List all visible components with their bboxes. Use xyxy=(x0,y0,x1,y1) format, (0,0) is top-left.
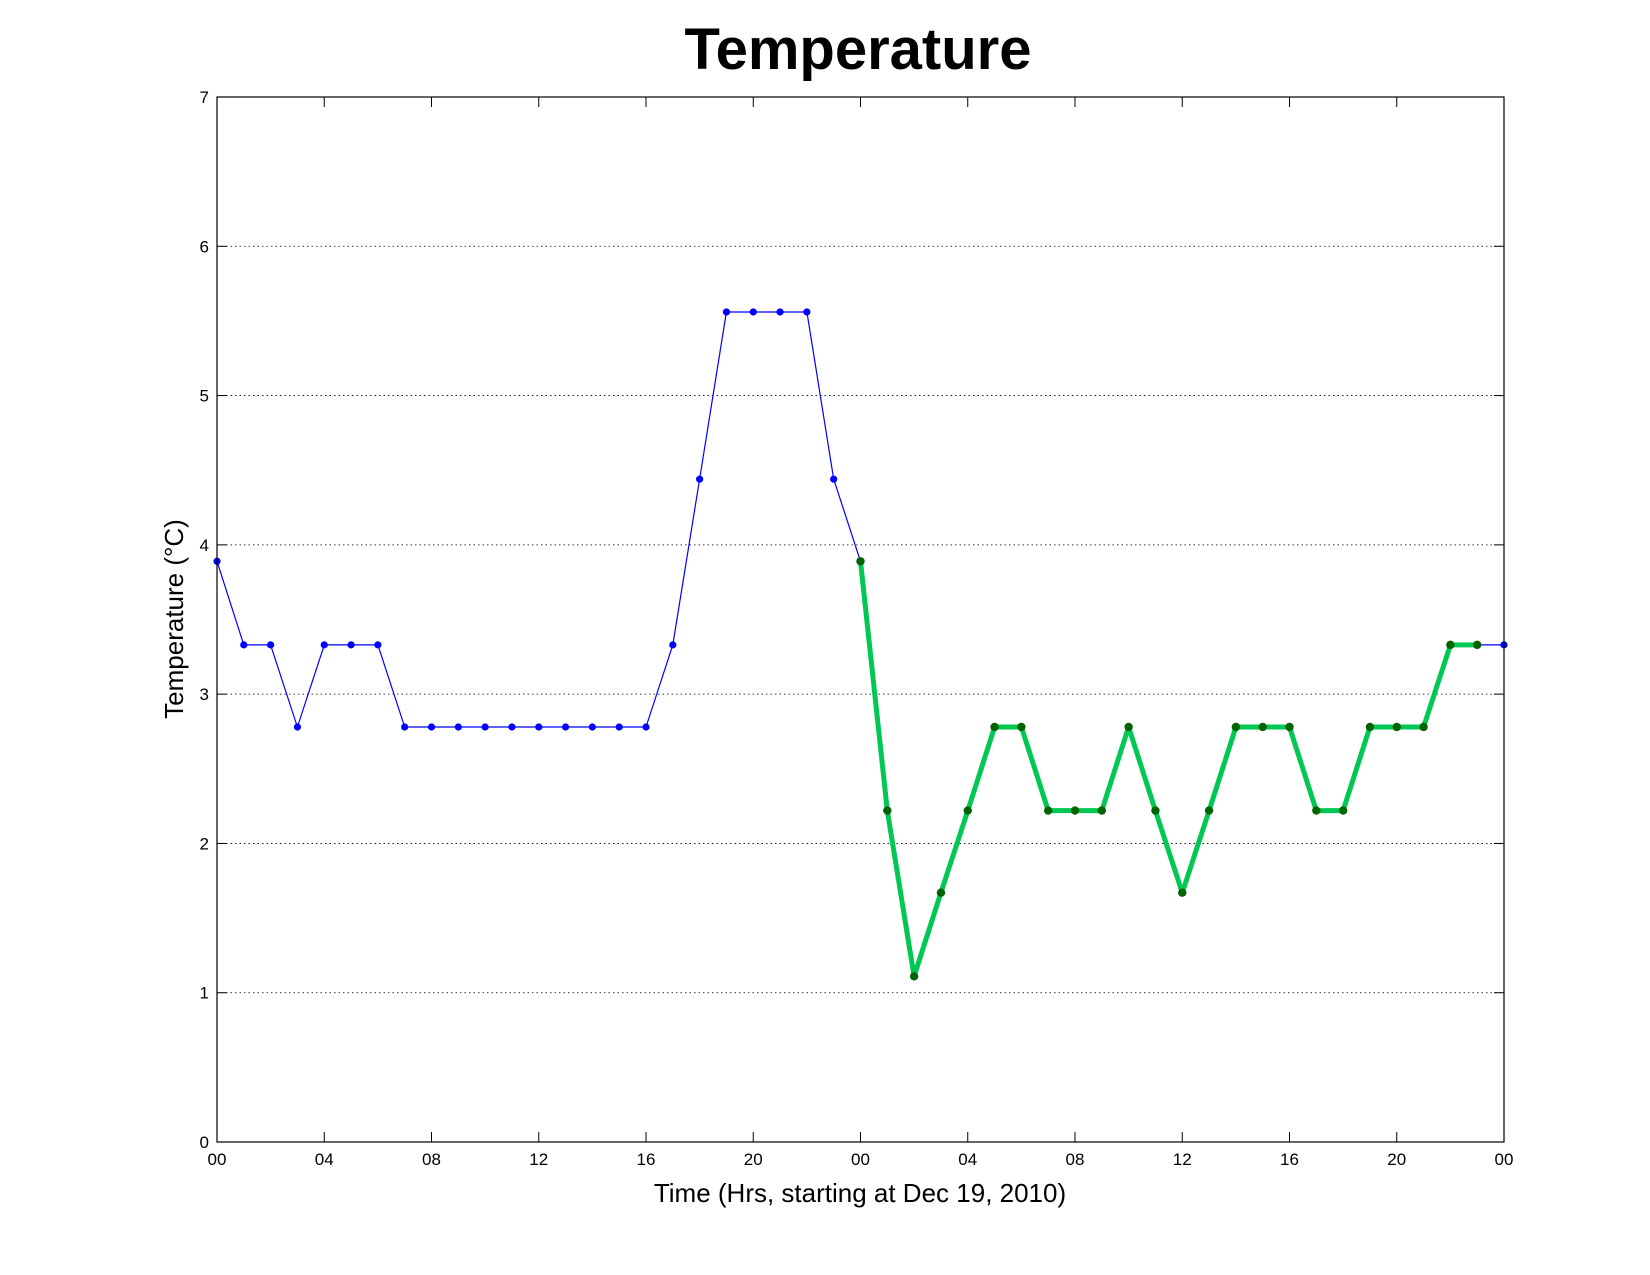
x-tick-label: 04 xyxy=(315,1150,334,1169)
series-2-point xyxy=(1097,806,1107,815)
y-tick-label: 6 xyxy=(200,237,209,256)
series-1-point xyxy=(508,723,516,731)
series-2-point xyxy=(1338,806,1348,815)
series-1-point xyxy=(427,723,436,731)
series-2-point xyxy=(1365,722,1375,732)
series-2-point xyxy=(1231,722,1241,732)
y-tick-label: 1 xyxy=(200,984,209,1003)
y-tick-label: 2 xyxy=(200,834,209,853)
y-tick-label: 3 xyxy=(200,685,209,704)
series-2-point xyxy=(1151,806,1160,815)
series-1-point xyxy=(240,641,248,649)
series-1-point xyxy=(454,723,462,731)
series-1-point xyxy=(293,723,302,731)
series-1-point xyxy=(722,308,731,316)
y-axis-label: Temperature (°C) xyxy=(159,519,189,719)
series-1-point xyxy=(561,723,570,731)
x-tick-label: 16 xyxy=(637,1150,656,1169)
x-tick-label: 00 xyxy=(851,1150,870,1169)
series-2-point xyxy=(1204,806,1214,815)
x-tick-label: 08 xyxy=(1066,1150,1085,1169)
series-2-point xyxy=(1124,722,1133,732)
series-2-point xyxy=(1392,722,1401,732)
chart-title: Temperature xyxy=(684,17,1031,82)
series-2-point xyxy=(883,806,892,815)
series-2-point xyxy=(1419,722,1428,732)
x-tick-label: 08 xyxy=(422,1150,441,1169)
series-1-line xyxy=(216,311,1504,977)
series-2-point xyxy=(1017,722,1026,732)
series-2-point xyxy=(1070,806,1080,815)
x-tick-label: 04 xyxy=(958,1150,977,1169)
series-2-point xyxy=(1258,722,1267,732)
series-2-point xyxy=(936,888,946,897)
series-2-line xyxy=(858,561,1478,979)
series-1-point xyxy=(830,475,838,483)
series-1-point xyxy=(374,641,382,649)
series-layer xyxy=(213,308,1508,981)
series-1-point xyxy=(776,308,784,316)
series-2-point xyxy=(1285,722,1294,732)
y-tick-label: 4 xyxy=(200,536,209,555)
series-1-point xyxy=(669,641,677,649)
series-1-point xyxy=(615,723,623,731)
series-1-point xyxy=(749,308,757,316)
series-1-point xyxy=(535,723,543,731)
series-2-point xyxy=(1178,888,1187,897)
series-2-point xyxy=(856,557,865,566)
series-1-point xyxy=(803,308,811,316)
series-1-point xyxy=(588,723,596,731)
x-tick-label: 16 xyxy=(1280,1150,1299,1169)
x-tick-label: 20 xyxy=(744,1150,763,1169)
y-tick-label: 7 xyxy=(200,88,209,107)
series-2-point xyxy=(963,806,972,815)
x-tick-label: 00 xyxy=(1495,1150,1514,1169)
x-tick-label: 20 xyxy=(1387,1150,1406,1169)
series-2-point xyxy=(1312,806,1321,815)
y-tick-label: 0 xyxy=(200,1133,209,1152)
x-tick-label: 12 xyxy=(1173,1150,1192,1169)
x-tick-label: 12 xyxy=(529,1150,548,1169)
series-1-point xyxy=(481,723,489,731)
series-1-point xyxy=(696,475,704,483)
plot-frame xyxy=(216,96,1505,1143)
series-1-point xyxy=(347,641,355,649)
series-2-point xyxy=(1446,640,1455,650)
series-2-point xyxy=(1472,640,1482,650)
y-tick-label: 5 xyxy=(200,387,209,406)
series-2-point xyxy=(1043,806,1053,815)
series-2-point xyxy=(909,972,919,981)
grid-layer xyxy=(217,245,1504,994)
series-1-point xyxy=(401,723,409,731)
series-1-point xyxy=(267,641,275,649)
x-axis-label: Time (Hrs, starting at Dec 19, 2010) xyxy=(654,1178,1066,1208)
x-tick-label: 00 xyxy=(208,1150,227,1169)
series-1-point xyxy=(320,641,328,649)
series-2-point xyxy=(990,722,999,732)
series-1-point xyxy=(642,723,650,731)
